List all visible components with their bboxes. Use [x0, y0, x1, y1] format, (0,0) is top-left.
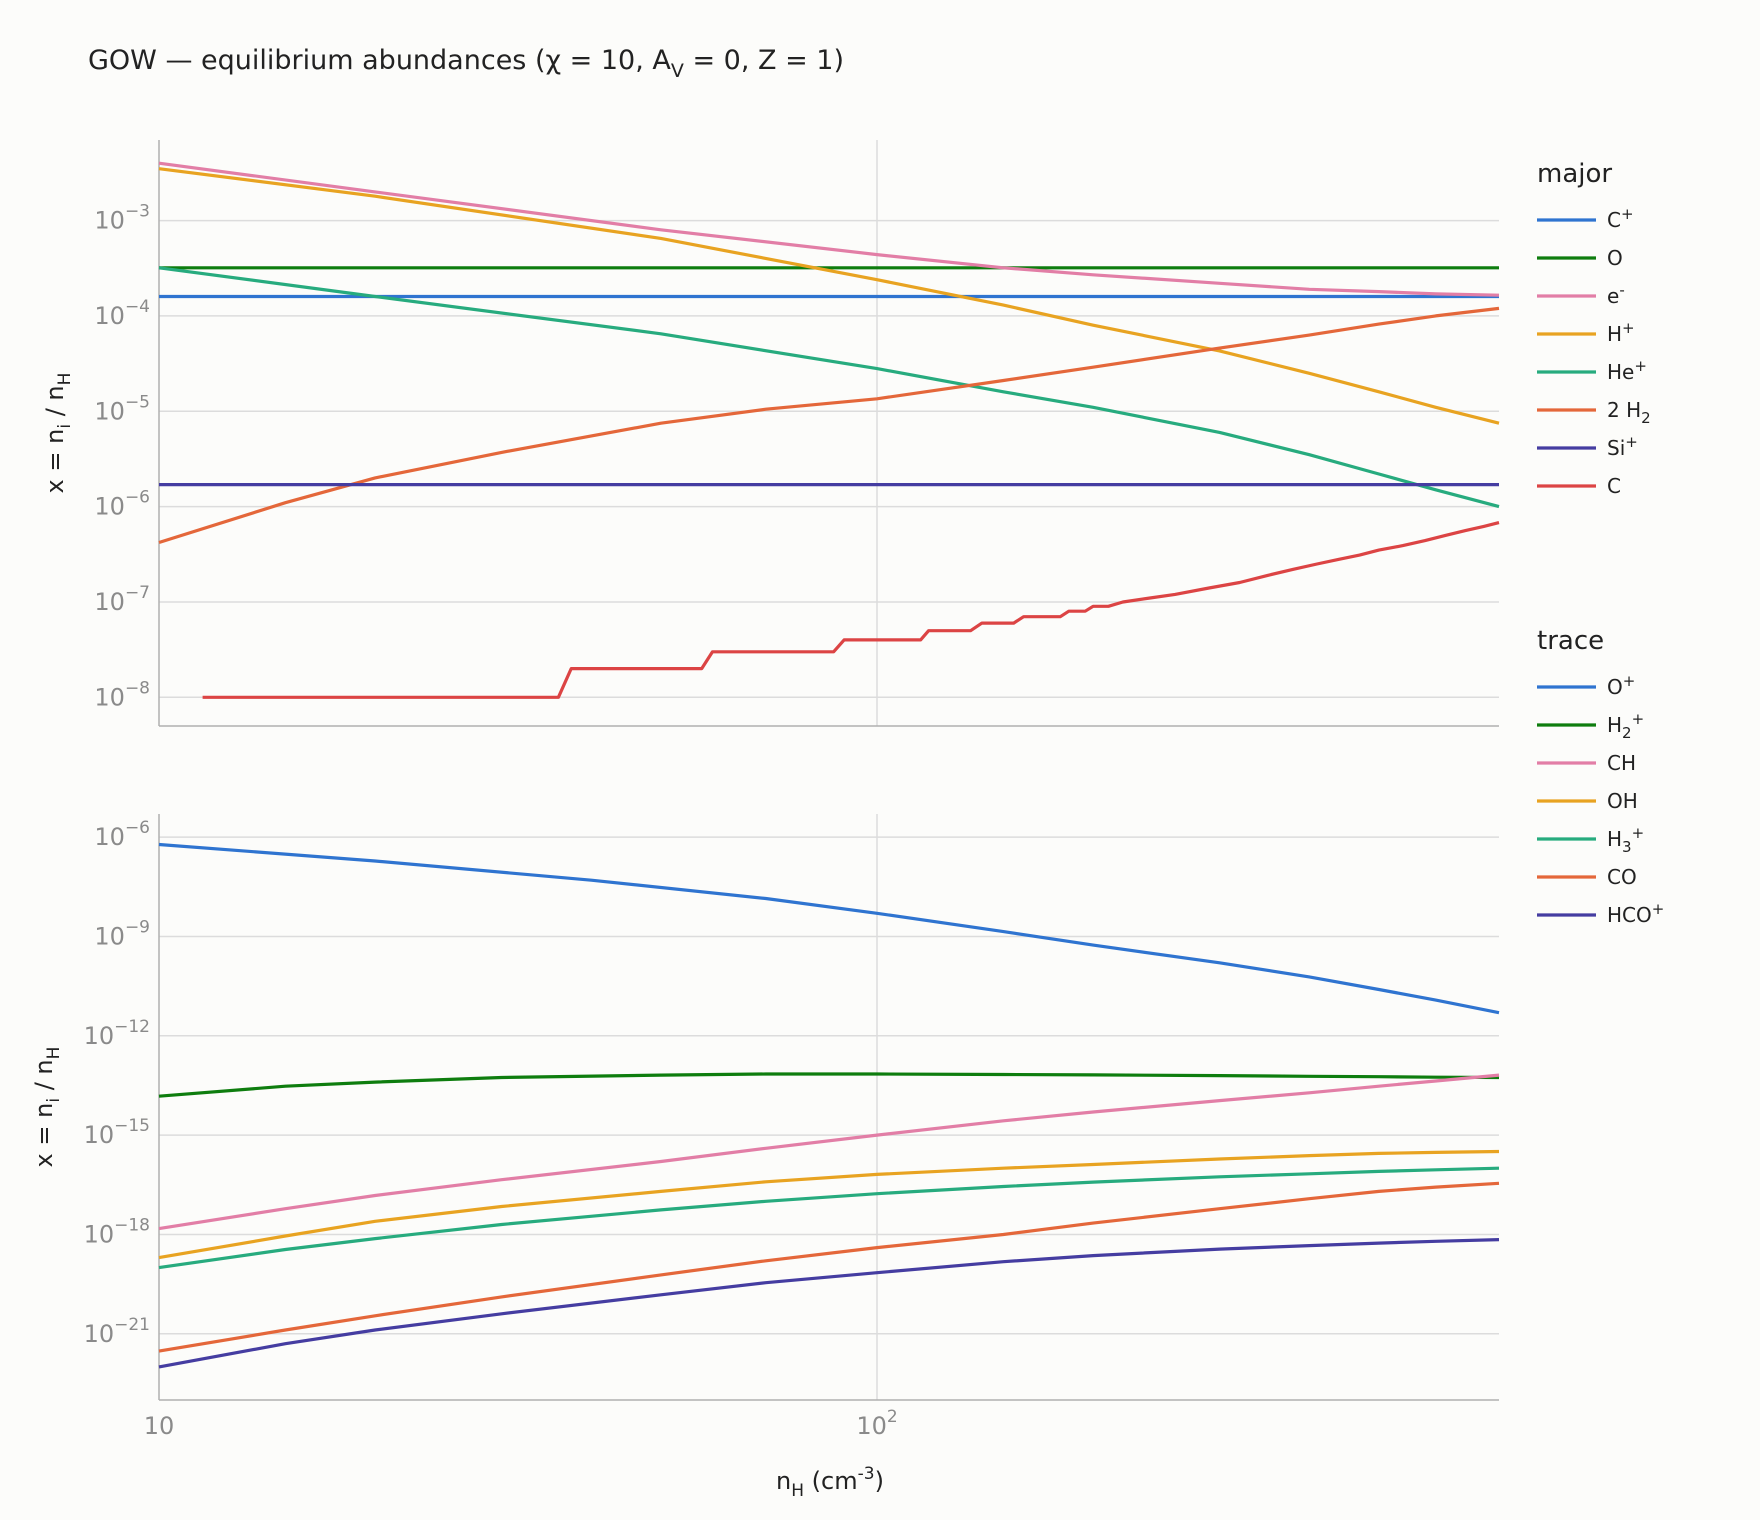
bottom-panel: 10−6 10−9 10−12 10−15 10−18 10−21 x = ni / nH 1… — [30, 814, 1500, 1501]
series-line-co — [158, 1181, 1500, 1353]
y-axis-title: x = ni / nH — [30, 1047, 64, 1168]
y-tick-label: 10−15 — [84, 1116, 150, 1149]
series-line-oh — [158, 1149, 1500, 1260]
legend-label: O+ — [1607, 672, 1635, 699]
series-line-oplus — [158, 842, 1500, 1015]
legend-label: CH — [1607, 751, 1636, 775]
legend-label: HCO+ — [1607, 900, 1664, 927]
x-axis-title: nH (cm-3) — [776, 1464, 884, 1501]
y-tick-label: 10−8 — [94, 678, 150, 711]
x-tick-label: 10 — [144, 1412, 175, 1440]
y-axis-title: x = ni / nH — [41, 373, 75, 494]
series-line-h3plus — [158, 1166, 1500, 1270]
legend-label: 2 H2 — [1607, 398, 1651, 427]
series-line-h2plus — [158, 1072, 1500, 1098]
y-tick-label: 10−9 — [94, 917, 150, 950]
y-tick-label: 10−4 — [94, 297, 150, 330]
legend-label: CO — [1607, 865, 1637, 889]
y-tick-label: 10−3 — [94, 202, 150, 235]
series-line-hcoplus — [158, 1238, 1500, 1369]
top-panel: 10−3 10−4 10−5 10−6 10−7 10−8 x = ni / nH — [41, 140, 1500, 727]
legend-label: He+ — [1607, 357, 1647, 384]
legend-label: O — [1607, 246, 1623, 270]
series-line-ch — [158, 1073, 1500, 1231]
y-tick-label: 10−21 — [84, 1315, 150, 1348]
legend-label: C+ — [1607, 205, 1634, 232]
series-line-hplus — [158, 167, 1500, 425]
legend-label: H3+ — [1607, 824, 1644, 856]
chart-title: GOW — equilibrium abundances (χ = 10, AV… — [88, 45, 844, 82]
y-tick-label: 10−7 — [94, 583, 150, 616]
series-line-2h2 — [158, 306, 1500, 545]
x-tick-label: 102 — [856, 1407, 897, 1440]
y-tick-label: 10−5 — [94, 392, 150, 425]
legend-label: Si+ — [1607, 433, 1638, 460]
series-line-eminus — [158, 161, 1500, 297]
legend-label: H2+ — [1607, 710, 1644, 742]
series-line-heplus — [158, 266, 1500, 509]
legend-label: C — [1607, 474, 1621, 498]
y-tick-label: 10−12 — [84, 1017, 150, 1050]
y-tick-label: 10−18 — [84, 1215, 150, 1248]
legend-label: H+ — [1607, 319, 1635, 346]
y-tick-label: 10−6 — [94, 488, 150, 521]
series-line-c — [202, 521, 1500, 699]
legend-title: major — [1537, 159, 1612, 189]
legend-label: OH — [1607, 789, 1638, 813]
legend-title: trace — [1537, 626, 1604, 656]
legend-label: e- — [1607, 281, 1625, 308]
y-tick-label: 10−6 — [94, 818, 150, 851]
